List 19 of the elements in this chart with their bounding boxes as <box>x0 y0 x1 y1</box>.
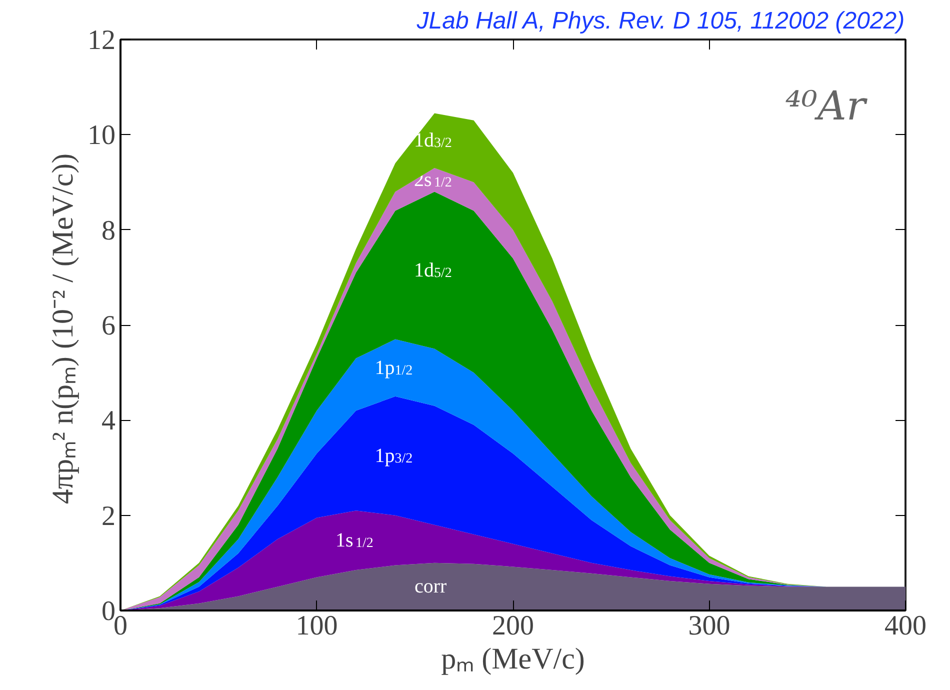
x-tick-label: 300 <box>688 610 730 642</box>
x-tick-label: 100 <box>296 610 338 642</box>
y-tick-label: 10 <box>88 120 116 152</box>
series-label: 1d3/2 <box>414 130 452 152</box>
annotation: ⁴⁰Ar <box>785 84 868 130</box>
y-tick-label: 2 <box>102 500 116 532</box>
y-tick-label: 12 <box>88 25 116 56</box>
chart-title: JLab Hall A, Phys. Rev. D 105, 112002 (2022) <box>416 8 905 34</box>
y-tick-label: 8 <box>102 215 116 246</box>
y-tick-label: 4 <box>102 406 116 437</box>
x-tick-label: 400 <box>884 610 926 642</box>
y-axis-title: 4πpₘ² n(pₘ) (10⁻² / (MeV/c)) <box>46 153 80 504</box>
series-label: 1p1/2 <box>374 356 413 379</box>
series-label: corr <box>414 576 448 598</box>
x-axis-title: pₘ (MeV/c) <box>441 642 585 676</box>
x-tick-label: 200 <box>492 610 534 642</box>
series-label: 1p3/2 <box>374 444 413 467</box>
y-tick-label: 6 <box>102 310 116 342</box>
series-label: 1d5/2 <box>414 259 452 282</box>
